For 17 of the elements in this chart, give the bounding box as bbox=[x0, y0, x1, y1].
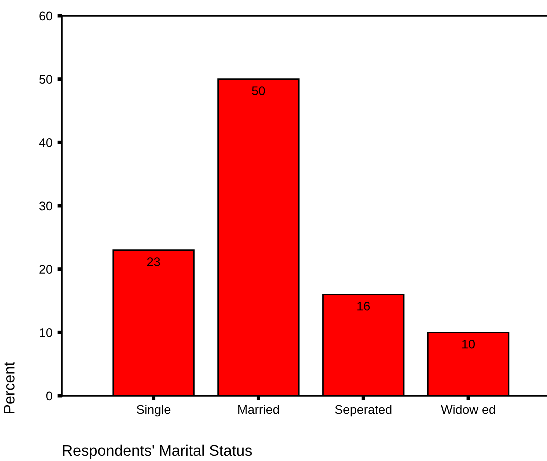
x-axis-title: Respondents' Marital Status bbox=[63, 444, 252, 460]
y-tick-label: 50 bbox=[40, 75, 52, 84]
y-tick-label: 40 bbox=[39, 138, 52, 148]
y-axis-title: Percent bbox=[4, 362, 15, 414]
y-tick-label: 0 bbox=[46, 392, 52, 401]
x-tick-label: Married bbox=[238, 405, 280, 414]
y-tick-label: 20 bbox=[40, 265, 52, 274]
data-label: 16 bbox=[358, 302, 370, 311]
y-tick-label: 60 bbox=[40, 12, 52, 21]
x-tick-label: Widow ed bbox=[441, 405, 496, 414]
x-tick-label: Single bbox=[136, 405, 171, 417]
data-label: 50 bbox=[252, 86, 266, 96]
data-label: 10 bbox=[462, 340, 476, 349]
y-tick-label: 10 bbox=[40, 328, 52, 338]
y-tick-label: 30 bbox=[40, 202, 52, 211]
data-label: 23 bbox=[147, 258, 160, 266]
x-tick-label: Seperated bbox=[335, 405, 392, 417]
